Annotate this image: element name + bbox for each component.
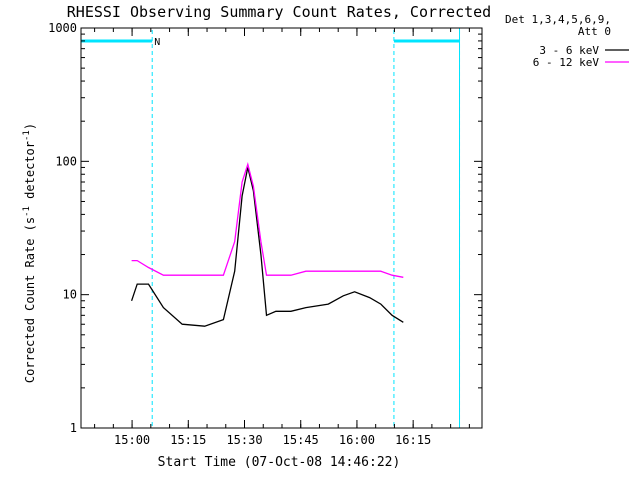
series-line [130,167,404,327]
y-tick-label: 1000 [48,21,77,35]
y-tick-label: 1 [70,421,77,435]
y-axis-label: Corrected Count Rate (s-1 detector-1) [22,123,37,383]
x-tick-label: 15:15 [170,433,206,447]
night-annotation: N [154,37,160,48]
chart-title: RHESSI Observing Summary Count Rates, Co… [67,3,491,21]
legend-entry-label: 6 - 12 keV [533,56,600,69]
x-tick-label: 15:45 [283,433,319,447]
y-tick-label: 10 [63,288,77,302]
legend-header: Det 1,3,4,5,6,9, [505,13,611,26]
x-tick-label: 16:15 [395,433,431,447]
y-tick-label: 100 [55,154,77,168]
x-axis-label: Start Time (07-Oct-08 14:46:22) [158,455,401,470]
series-line [131,161,404,278]
legend-header: Att 0 [578,25,611,38]
x-tick-label: 16:00 [339,433,375,447]
x-tick-label: 15:00 [114,433,150,447]
legend-entry-label: 3 - 6 keV [539,44,599,57]
x-tick-label: 15:30 [226,433,262,447]
